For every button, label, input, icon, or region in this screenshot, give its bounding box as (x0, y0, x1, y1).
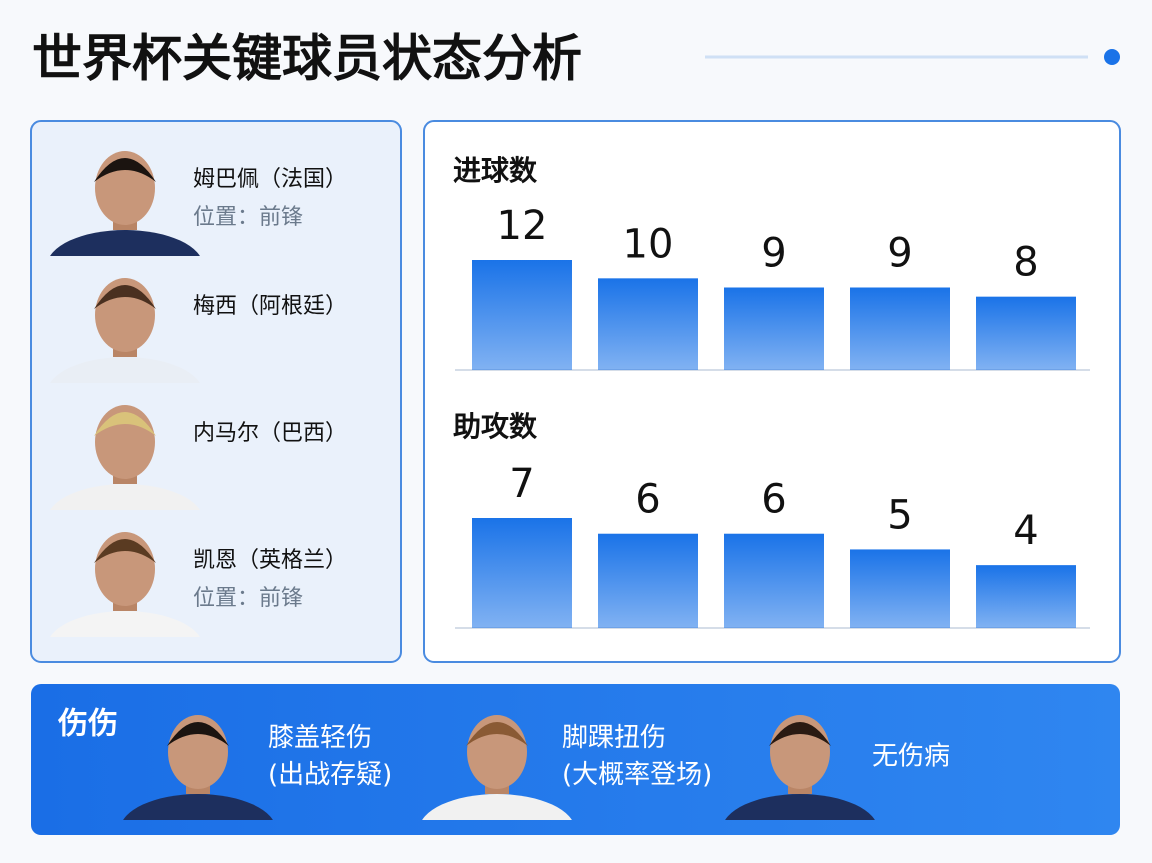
value-label: 12 (497, 203, 548, 249)
photo-body (725, 715, 875, 820)
player-name: 内马尔（巴西） (193, 421, 347, 446)
player-panel (30, 120, 402, 663)
injury-status: (大概率登场) (562, 760, 712, 790)
player-name: 姆巴佩（法国） (193, 167, 347, 192)
injury-title: 伤伤 (57, 707, 118, 742)
hair (466, 722, 528, 746)
injury-status: 无伤病 (872, 742, 950, 772)
bar (724, 533, 824, 628)
value-label: 6 (761, 477, 786, 523)
bar (976, 565, 1076, 628)
player-photo (50, 151, 200, 256)
photo-body (50, 405, 200, 510)
player-position: 位置：前锋 (193, 205, 303, 230)
player-name: 凯恩（英格兰） (193, 548, 347, 573)
player-position: 位置：前锋 (193, 586, 303, 611)
bar (472, 518, 572, 628)
player-photo (422, 715, 572, 820)
photo-body (123, 715, 273, 820)
injury-status: 脚踝扭伤 (562, 723, 666, 753)
player-photo (50, 532, 200, 637)
player-photo (725, 715, 875, 820)
shirt (50, 484, 200, 510)
player-photo (123, 715, 273, 820)
player-photo (50, 405, 200, 510)
injury-status: (出战存疑) (268, 760, 392, 790)
photo-body (50, 151, 200, 256)
chart-panel (423, 120, 1121, 663)
hair (167, 722, 229, 746)
player-name: 梅西（阿根廷） (193, 294, 347, 319)
shirt (123, 794, 273, 820)
chart-title: 助攻数 (453, 410, 538, 443)
content: 姆巴佩（法国）位置：前锋梅西（阿根廷）内马尔（巴西）凯恩（英格兰）位置：前锋进球… (50, 151, 1090, 820)
photo-body (422, 715, 572, 820)
value-label: 7 (509, 461, 534, 507)
hair (94, 285, 156, 309)
shirt (422, 794, 572, 820)
shirt (50, 230, 200, 256)
shirt (725, 794, 875, 820)
injury-panel (31, 684, 1120, 835)
shirt (50, 357, 200, 383)
injury-status: 膝盖轻伤 (268, 723, 372, 753)
bar (850, 549, 950, 628)
chart-title: 进球数 (453, 154, 538, 187)
value-label: 10 (623, 221, 674, 267)
value-label: 9 (887, 231, 912, 277)
bar (850, 287, 950, 370)
bar (598, 533, 698, 628)
bar (472, 260, 572, 370)
bar (976, 296, 1076, 370)
hair (94, 158, 156, 182)
value-label: 5 (887, 492, 912, 538)
player-photo (50, 278, 200, 383)
shirt (50, 611, 200, 637)
bar (598, 278, 698, 370)
bar (724, 287, 824, 370)
photo-body (50, 278, 200, 383)
value-label: 8 (1013, 240, 1038, 286)
value-label: 4 (1013, 508, 1038, 554)
hair (94, 412, 156, 436)
photo-body (50, 532, 200, 637)
hair (94, 539, 156, 563)
hair (769, 722, 831, 746)
page-title: 世界杯关键球员状态分析 (32, 30, 582, 88)
value-label: 9 (761, 231, 786, 277)
title-dot (1104, 49, 1120, 65)
value-label: 6 (635, 477, 660, 523)
